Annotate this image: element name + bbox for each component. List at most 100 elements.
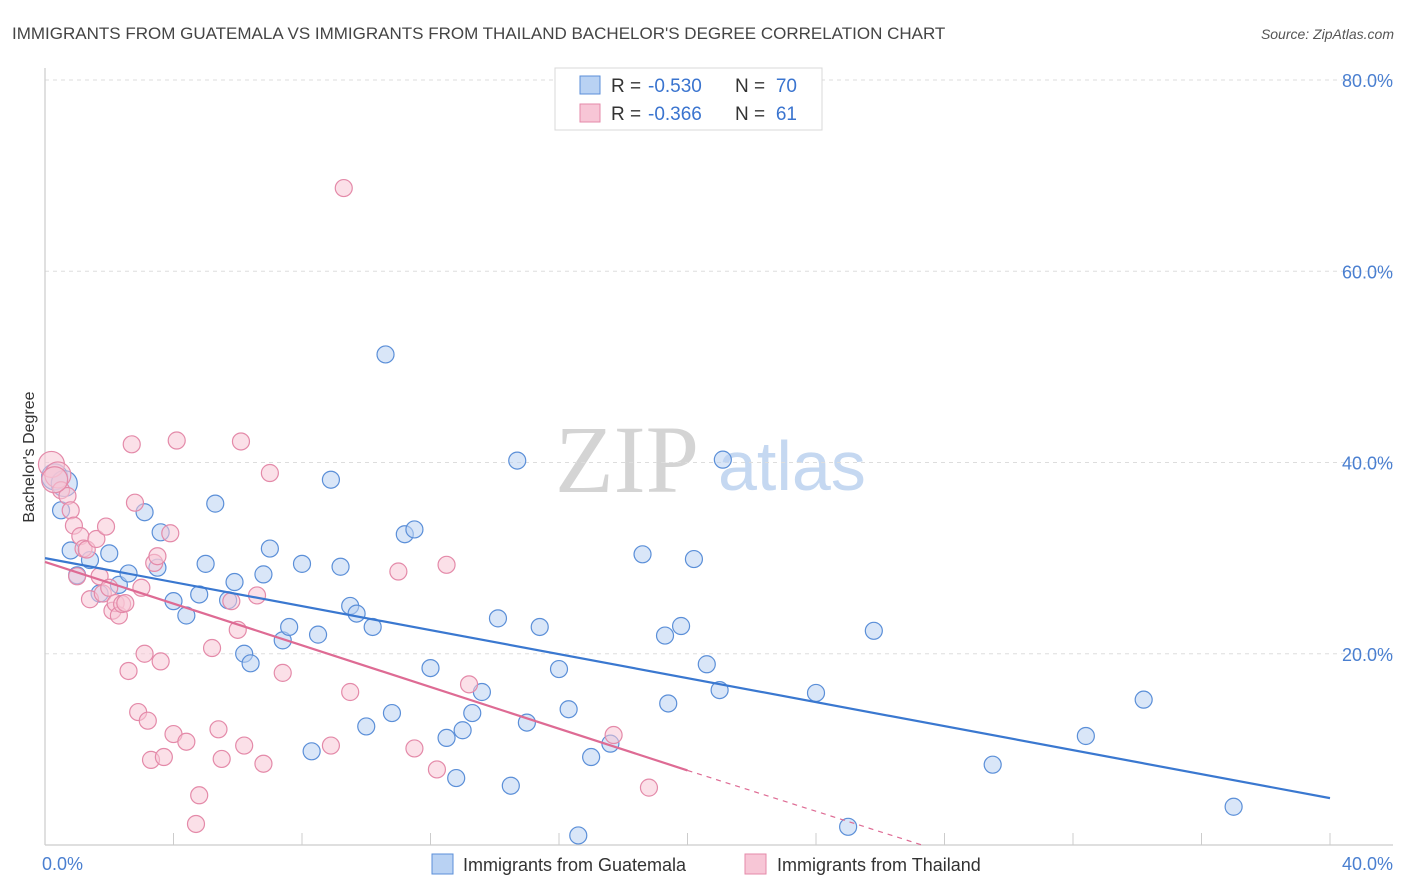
- trend-lines: [44, 557, 1331, 846]
- point-guatemala-46: [508, 451, 527, 470]
- point-thailand-36: [177, 732, 196, 751]
- legend-r-label-1: R =: [611, 76, 641, 97]
- y-tick-labels: 20.0% 40.0% 60.0% 80.0%: [1342, 71, 1393, 665]
- point-thailand-51: [334, 178, 353, 198]
- point-thailand-30: [148, 547, 167, 566]
- point-thailand-20: [116, 593, 135, 613]
- point-thailand-52: [341, 682, 360, 702]
- point-guatemala-39: [437, 728, 456, 748]
- point-thailand-48: [260, 463, 279, 483]
- trend-line-thailand: [44, 560, 688, 772]
- point-thailand-39: [202, 638, 222, 658]
- point-guatemala-54: [633, 545, 652, 564]
- point-thailand-35: [167, 431, 186, 450]
- point-guatemala-18: [225, 572, 244, 592]
- y-axis-label: Bachelor's Degree: [21, 391, 38, 522]
- point-thailand-46: [247, 586, 267, 605]
- bottom-legend-swatch-thailand: [744, 853, 767, 875]
- point-thailand-22: [122, 435, 141, 454]
- legend-n-label-2: N =: [735, 104, 765, 125]
- point-guatemala-67: [1134, 690, 1153, 709]
- point-guatemala-50: [559, 700, 578, 719]
- point-thailand-56: [437, 555, 456, 574]
- bottom-legend: Immigrants from Guatemala Immigrants fro…: [431, 853, 981, 875]
- point-guatemala-65: [983, 755, 1002, 774]
- point-thailand-58: [604, 725, 623, 745]
- x-minor-ticks: [44, 833, 1331, 845]
- point-guatemala-58: [684, 549, 704, 569]
- y-tick-label-80: 80.0%: [1342, 71, 1393, 91]
- legend-r-label-2: R =: [611, 104, 641, 125]
- point-thailand-57: [459, 675, 479, 694]
- legend-r-value-1: -0.530: [648, 76, 702, 97]
- point-guatemala-56: [659, 694, 678, 713]
- point-thailand-4: [61, 501, 80, 520]
- legend-swatch-thailand: [579, 103, 601, 123]
- watermark-zip: ZIP: [555, 406, 699, 513]
- point-thailand-55: [427, 760, 447, 779]
- point-thailand-50: [321, 736, 341, 755]
- point-thailand-42: [222, 592, 241, 611]
- point-thailand-41: [212, 749, 231, 769]
- point-thailand-44: [231, 432, 251, 451]
- point-thailand-31: [151, 652, 170, 671]
- point-thailand-53: [389, 562, 408, 581]
- y-tick-label-40: 40.0%: [1342, 454, 1393, 474]
- point-guatemala-15: [196, 554, 215, 573]
- point-thailand-38: [190, 786, 209, 805]
- point-thailand-59: [639, 778, 659, 797]
- point-guatemala-38: [421, 658, 440, 678]
- point-guatemala-44: [488, 609, 508, 628]
- bottom-legend-label-thailand: Immigrants from Thailand: [777, 855, 981, 875]
- point-thailand-23: [125, 493, 145, 512]
- y-tick-label-20: 20.0%: [1342, 645, 1393, 665]
- point-guatemala-41: [453, 721, 472, 740]
- grid-lines: [45, 79, 1393, 655]
- point-guatemala-35: [382, 703, 402, 723]
- point-guatemala-52: [582, 747, 601, 767]
- point-guatemala-21: [254, 565, 273, 584]
- point-guatemala-64: [864, 621, 883, 640]
- point-guatemala-26: [302, 742, 321, 761]
- x-tick-labels: 0.0% 40.0%: [42, 854, 1393, 874]
- point-thailand-37: [186, 814, 206, 834]
- point-guatemala-31: [347, 604, 366, 623]
- point-guatemala-42: [463, 703, 482, 723]
- point-guatemala-57: [671, 616, 691, 636]
- point-guatemala-6: [100, 544, 119, 563]
- point-guatemala-28: [321, 470, 341, 489]
- point-guatemala-45: [501, 776, 520, 795]
- watermark-atlas: atlas: [718, 427, 866, 505]
- point-guatemala-32: [357, 717, 376, 736]
- point-guatemala-68: [1224, 797, 1243, 816]
- point-guatemala-59: [697, 655, 716, 674]
- point-guatemala-49: [549, 659, 569, 679]
- point-guatemala-16: [206, 494, 225, 513]
- x-tick-label-0: 0.0%: [42, 854, 83, 874]
- legend-n-label-1: N =: [735, 76, 765, 97]
- legend-n-value-1: 70: [776, 76, 797, 97]
- trend-line-guatemala: [44, 557, 1331, 800]
- legend-box: R = -0.530 N = 70 R = -0.366 N = 61: [554, 67, 823, 131]
- point-guatemala-66: [1076, 726, 1095, 746]
- legend-r-value-2: -0.366: [648, 104, 702, 125]
- trend-line-thailand-extrapolated: [687, 769, 923, 846]
- point-guatemala-62: [806, 683, 826, 703]
- point-guatemala-40: [447, 768, 466, 788]
- point-thailand-11: [87, 529, 106, 549]
- point-guatemala-25: [292, 554, 312, 573]
- point-guatemala-34: [376, 345, 395, 364]
- point-thailand-32: [154, 747, 173, 767]
- point-thailand-49: [273, 663, 292, 682]
- point-thailand-40: [209, 720, 228, 739]
- chart-title: IMMIGRANTS FROM GUATEMALA VS IMMIGRANTS …: [12, 24, 945, 43]
- bottom-legend-swatch-guatemala: [431, 853, 454, 875]
- point-thailand-27: [138, 711, 157, 730]
- point-guatemala-48: [530, 617, 549, 637]
- point-thailand-60: [41, 466, 69, 494]
- point-guatemala-20: [241, 654, 260, 673]
- point-thailand-21: [119, 661, 138, 681]
- point-guatemala-27: [308, 625, 328, 644]
- legend-swatch-guatemala: [579, 75, 601, 95]
